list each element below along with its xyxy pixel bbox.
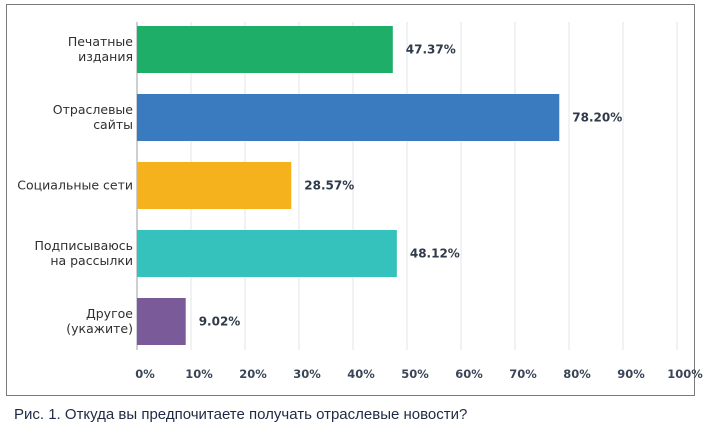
x-tick-label: 70% — [509, 367, 537, 381]
x-tick-label: 100% — [667, 367, 703, 381]
x-tick-label: 80% — [563, 367, 591, 381]
bar — [137, 26, 393, 73]
bar — [137, 230, 397, 277]
category-label: Социальные сети — [17, 178, 133, 193]
bar — [137, 94, 560, 141]
x-tick-label: 60% — [455, 367, 483, 381]
x-tick-label: 30% — [293, 367, 321, 381]
value-label: 47.37% — [406, 43, 456, 57]
x-tick-label: 50% — [401, 367, 429, 381]
value-label: 78.20% — [572, 111, 622, 125]
x-tick-label: 40% — [347, 367, 375, 381]
x-tick-label: 90% — [617, 367, 645, 381]
value-label: 48.12% — [410, 247, 460, 261]
value-label: 9.02% — [199, 315, 241, 329]
bar-chart: Печатные издания 47.37% Отраслевые сайты 78.2… — [17, 22, 703, 381]
bar — [137, 298, 186, 345]
category-label: Печатные издания — [68, 34, 133, 64]
x-tick-label: 10% — [185, 367, 213, 381]
value-label: 28.57% — [304, 179, 354, 193]
category-label: Подписываюсь на рассылки — [34, 238, 133, 268]
x-tick-label: 0% — [135, 367, 155, 381]
category-label: Отраслевые сайты — [53, 102, 134, 132]
bar — [137, 162, 292, 209]
category-label: Другое (укажите) — [66, 306, 133, 336]
figure-caption: Рис. 1. Откуда вы предпочитаете получать… — [14, 406, 468, 423]
x-tick-label: 20% — [239, 367, 267, 381]
